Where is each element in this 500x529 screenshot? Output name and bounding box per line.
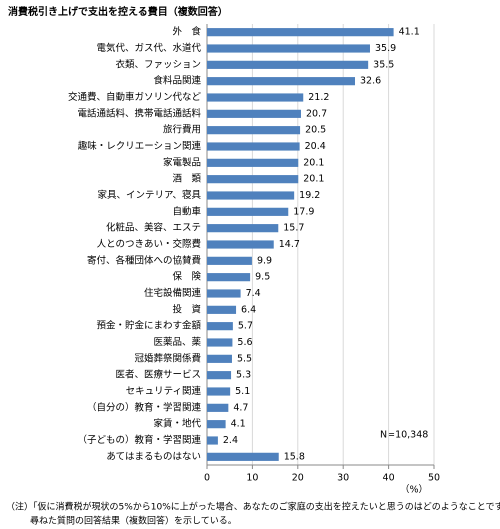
value-label: 2.4 [223,435,238,446]
y-tick-label: 化粧品、美容、エステ [106,222,201,234]
value-label: 6.4 [241,304,256,315]
y-tick-label: 家電製品 [163,156,201,168]
value-label: 19.2 [299,190,320,201]
value-label: 4.1 [231,419,246,430]
y-tick-label: 人とのつきあい・交際費 [97,238,201,250]
bar [207,175,299,184]
y-tick-label: 冠婚葬祭関係費 [134,352,201,364]
value-label: 5.1 [235,386,250,397]
y-tick-label: 電気代、ガス代、水道代 [96,42,201,54]
y-tick-label: 趣味・レクリエーション関連 [78,140,202,152]
value-label: 14.7 [279,239,300,250]
bar [207,77,356,86]
y-tick-label: あてはまるものはない [106,451,201,462]
bar [207,256,252,265]
value-label: 21.2 [308,92,329,103]
y-tick-label: 旅行費用 [163,124,201,136]
y-tick-label: （子どもの）教育・学習関連 [77,434,201,446]
value-label: 9.5 [255,272,270,283]
value-label: 41.1 [399,27,420,38]
chart-title: 消費税引き上げで支出を控える費目（複数回答） [8,5,228,18]
bar [207,224,279,233]
bar [207,158,299,167]
y-tick-label: セキュリティ関連 [126,385,202,397]
value-label: 32.6 [360,76,381,87]
bar [207,60,369,69]
y-tick-label: 酒 類 [172,174,201,185]
y-tick-label: 預金・貯金にまわす金額 [96,320,201,332]
bar [207,387,231,396]
bar [207,126,301,135]
note: 尋ねた質問の回答結果（複数回答）を示している。 [30,515,237,527]
bar [207,403,229,412]
value-label: 5.6 [237,337,252,348]
value-label: 15.7 [283,223,304,234]
y-tick-label: 衣類、ファッション [115,58,201,70]
bar [207,436,218,445]
bar [207,371,232,380]
value-label: 20.5 [305,125,326,136]
bar [207,240,274,249]
value-label: 5.7 [238,321,253,332]
value-label: 20.1 [303,174,324,185]
value-label: 35.9 [375,43,396,54]
bar [207,289,241,298]
y-tick-label: 保 険 [172,271,201,283]
annotation: N=10,348 [380,430,428,441]
bar [207,354,232,363]
bar [207,191,295,200]
x-tick-label: 0 [204,473,210,484]
y-tick-label: （自分の）教育・学習関連 [87,401,202,413]
y-tick-label: 投 資 [172,303,201,315]
x-tick-label: 10 [246,473,258,484]
value-label: 5.3 [236,370,251,381]
value-label: 7.4 [246,288,261,299]
bar [207,322,233,331]
value-label: 20.4 [305,141,326,152]
note: （注）「仮に消費税が現状の5%から10%に上がった場合、あなたのご家庭の支出を控… [6,501,500,513]
value-label: 4.7 [233,402,248,413]
value-label: 15.8 [284,451,305,462]
bar [207,420,226,429]
bar [207,452,279,461]
y-tick-label: 自動車 [172,205,201,217]
bar [207,109,301,118]
x-tick-label: 50 [428,473,440,484]
x-tick-label: 20 [292,473,304,484]
bar [207,28,394,37]
x-axis-label: （%） [400,484,428,496]
y-tick-label: 家具、インテリア、寝具 [97,189,201,201]
bar [207,273,251,282]
value-label: 20.1 [303,157,324,168]
bar [207,142,300,151]
value-label: 5.5 [237,353,252,364]
y-tick-label: 家賃・地代 [153,418,201,430]
value-label: 35.5 [373,59,394,70]
x-tick-label: 40 [383,473,395,484]
bar [207,338,233,347]
bar [207,305,237,314]
y-tick-label: 交通費、自動車ガソリン代など [68,91,202,103]
x-tick-label: 30 [337,473,349,484]
y-tick-label: 電話通話料、携帯電話通話料 [77,107,201,119]
value-label: 9.9 [257,255,272,266]
y-tick-label: 寄付、各種団体への協賛費 [87,254,201,266]
y-tick-label: 住宅設備関連 [144,287,202,299]
bar [207,44,370,53]
value-label: 20.7 [306,108,327,119]
y-tick-label: 医者、医療サービス [115,369,201,381]
y-tick-label: 食料品関連 [153,75,201,87]
bar [207,207,289,216]
y-tick-label: 外 食 [172,26,201,38]
y-tick-label: 医薬品、薬 [153,336,201,348]
bar [207,93,304,102]
value-label: 17.9 [293,206,314,217]
